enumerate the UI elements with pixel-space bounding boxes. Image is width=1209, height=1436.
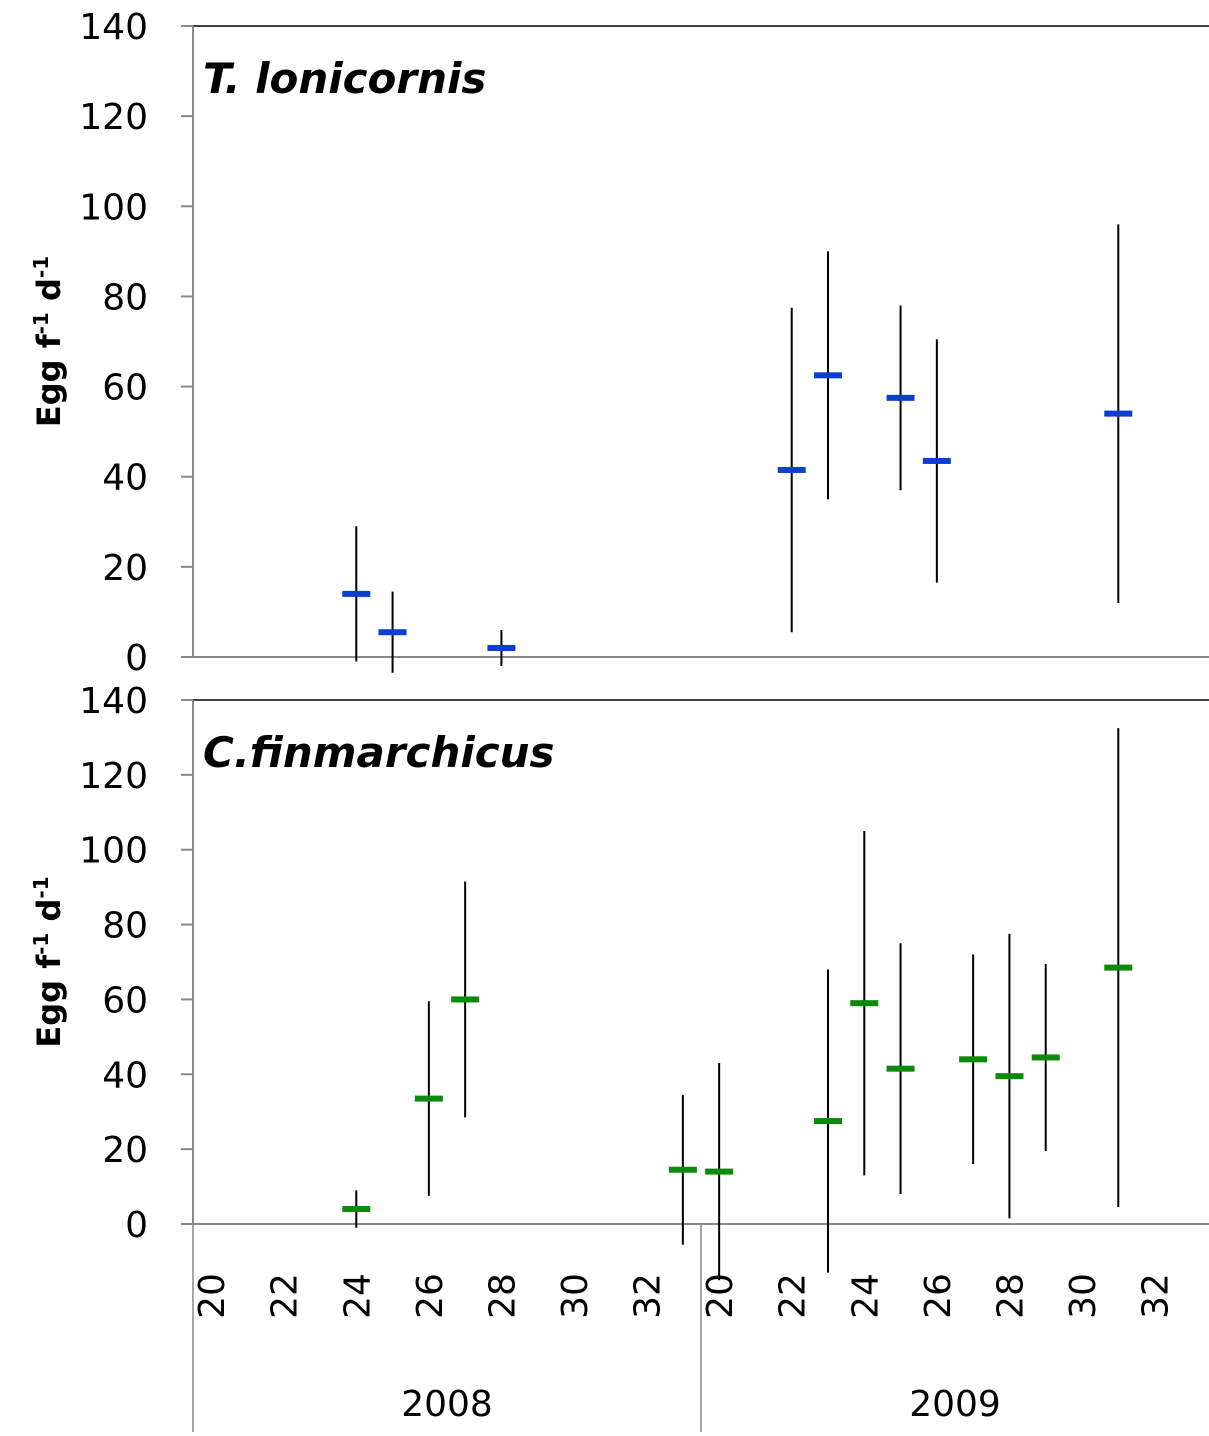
y-tick-label: 100 [79, 831, 148, 872]
mean-marker [777, 466, 806, 473]
x-tick-label: 26 [918, 1273, 959, 1319]
x-tick-label: 26 [410, 1273, 451, 1319]
x-tick-label: 32 [1136, 1273, 1177, 1319]
mean-marker [959, 1056, 988, 1063]
y-axis-label-part: Egg f [30, 954, 68, 1048]
x-tick-label: 28 [482, 1273, 523, 1319]
mean-marker [922, 457, 951, 464]
y-axis-label-superscript: -1 [29, 876, 53, 898]
y-tick-label: 120 [79, 97, 148, 138]
panel-title: T. lonicornis [203, 54, 486, 103]
y-tick-label: 140 [79, 7, 148, 48]
y-axis-label-superscript: -1 [29, 312, 53, 334]
mean-marker [995, 1073, 1024, 1080]
x-tick-label: 20 [192, 1273, 233, 1319]
x-tick-label: 32 [628, 1273, 669, 1319]
x-tick-label: 24 [337, 1273, 378, 1319]
y-tick-label: 0 [125, 638, 148, 679]
y-tick-label: 40 [102, 1055, 148, 1096]
x-tick-label: 28 [990, 1273, 1031, 1319]
mean-marker [378, 629, 407, 636]
mean-marker [886, 394, 915, 401]
x-tick-label: 22 [773, 1273, 814, 1319]
y-tick-label: 100 [79, 187, 148, 228]
mean-marker [414, 1095, 443, 1102]
y-tick-label: 20 [102, 1130, 148, 1171]
y-axis-label-part: d [30, 899, 68, 933]
y-axis-label-superscript: -1 [29, 933, 53, 955]
y-tick-label: 80 [102, 277, 148, 318]
y-axis-label: Egg f-1 d-1 [29, 876, 68, 1047]
mean-marker [850, 1000, 879, 1007]
x-tick-label: 22 [265, 1273, 306, 1319]
x-tick-label: 30 [555, 1273, 596, 1319]
mean-marker [487, 644, 516, 651]
mean-marker [668, 1166, 697, 1173]
y-tick-label: 80 [102, 906, 148, 947]
mean-marker [814, 1118, 842, 1125]
y-axis-label-superscript: -1 [29, 256, 53, 278]
y-axis-label: Egg f-1 d-1 [29, 256, 68, 427]
x-tick-label: 30 [1063, 1273, 1104, 1319]
x-group-label: 2008 [401, 1384, 493, 1425]
mean-marker [1031, 1054, 1060, 1061]
x-group-label: 2009 [909, 1384, 1001, 1425]
mean-marker [342, 590, 371, 597]
y-tick-label: 140 [79, 681, 148, 722]
mean-marker [886, 1065, 915, 1072]
y-axis-label-part: d [30, 278, 68, 312]
y-tick-label: 60 [102, 980, 148, 1021]
y-tick-label: 120 [79, 756, 148, 797]
mean-marker [342, 1206, 371, 1213]
mean-marker [814, 372, 842, 379]
mean-marker [1104, 964, 1133, 971]
mean-marker [451, 996, 480, 1003]
y-axis-label-part: Egg f [30, 333, 68, 427]
y-tick-label: 0 [125, 1205, 148, 1246]
mean-marker [1104, 410, 1133, 417]
mean-marker [705, 1168, 734, 1175]
y-tick-label: 40 [102, 458, 148, 499]
y-tick-label: 20 [102, 548, 148, 589]
x-tick-label: 24 [845, 1273, 886, 1319]
x-tick-label: 20 [700, 1273, 741, 1319]
y-tick-label: 60 [102, 368, 148, 409]
panel-title: C.finmarchicus [203, 728, 555, 777]
